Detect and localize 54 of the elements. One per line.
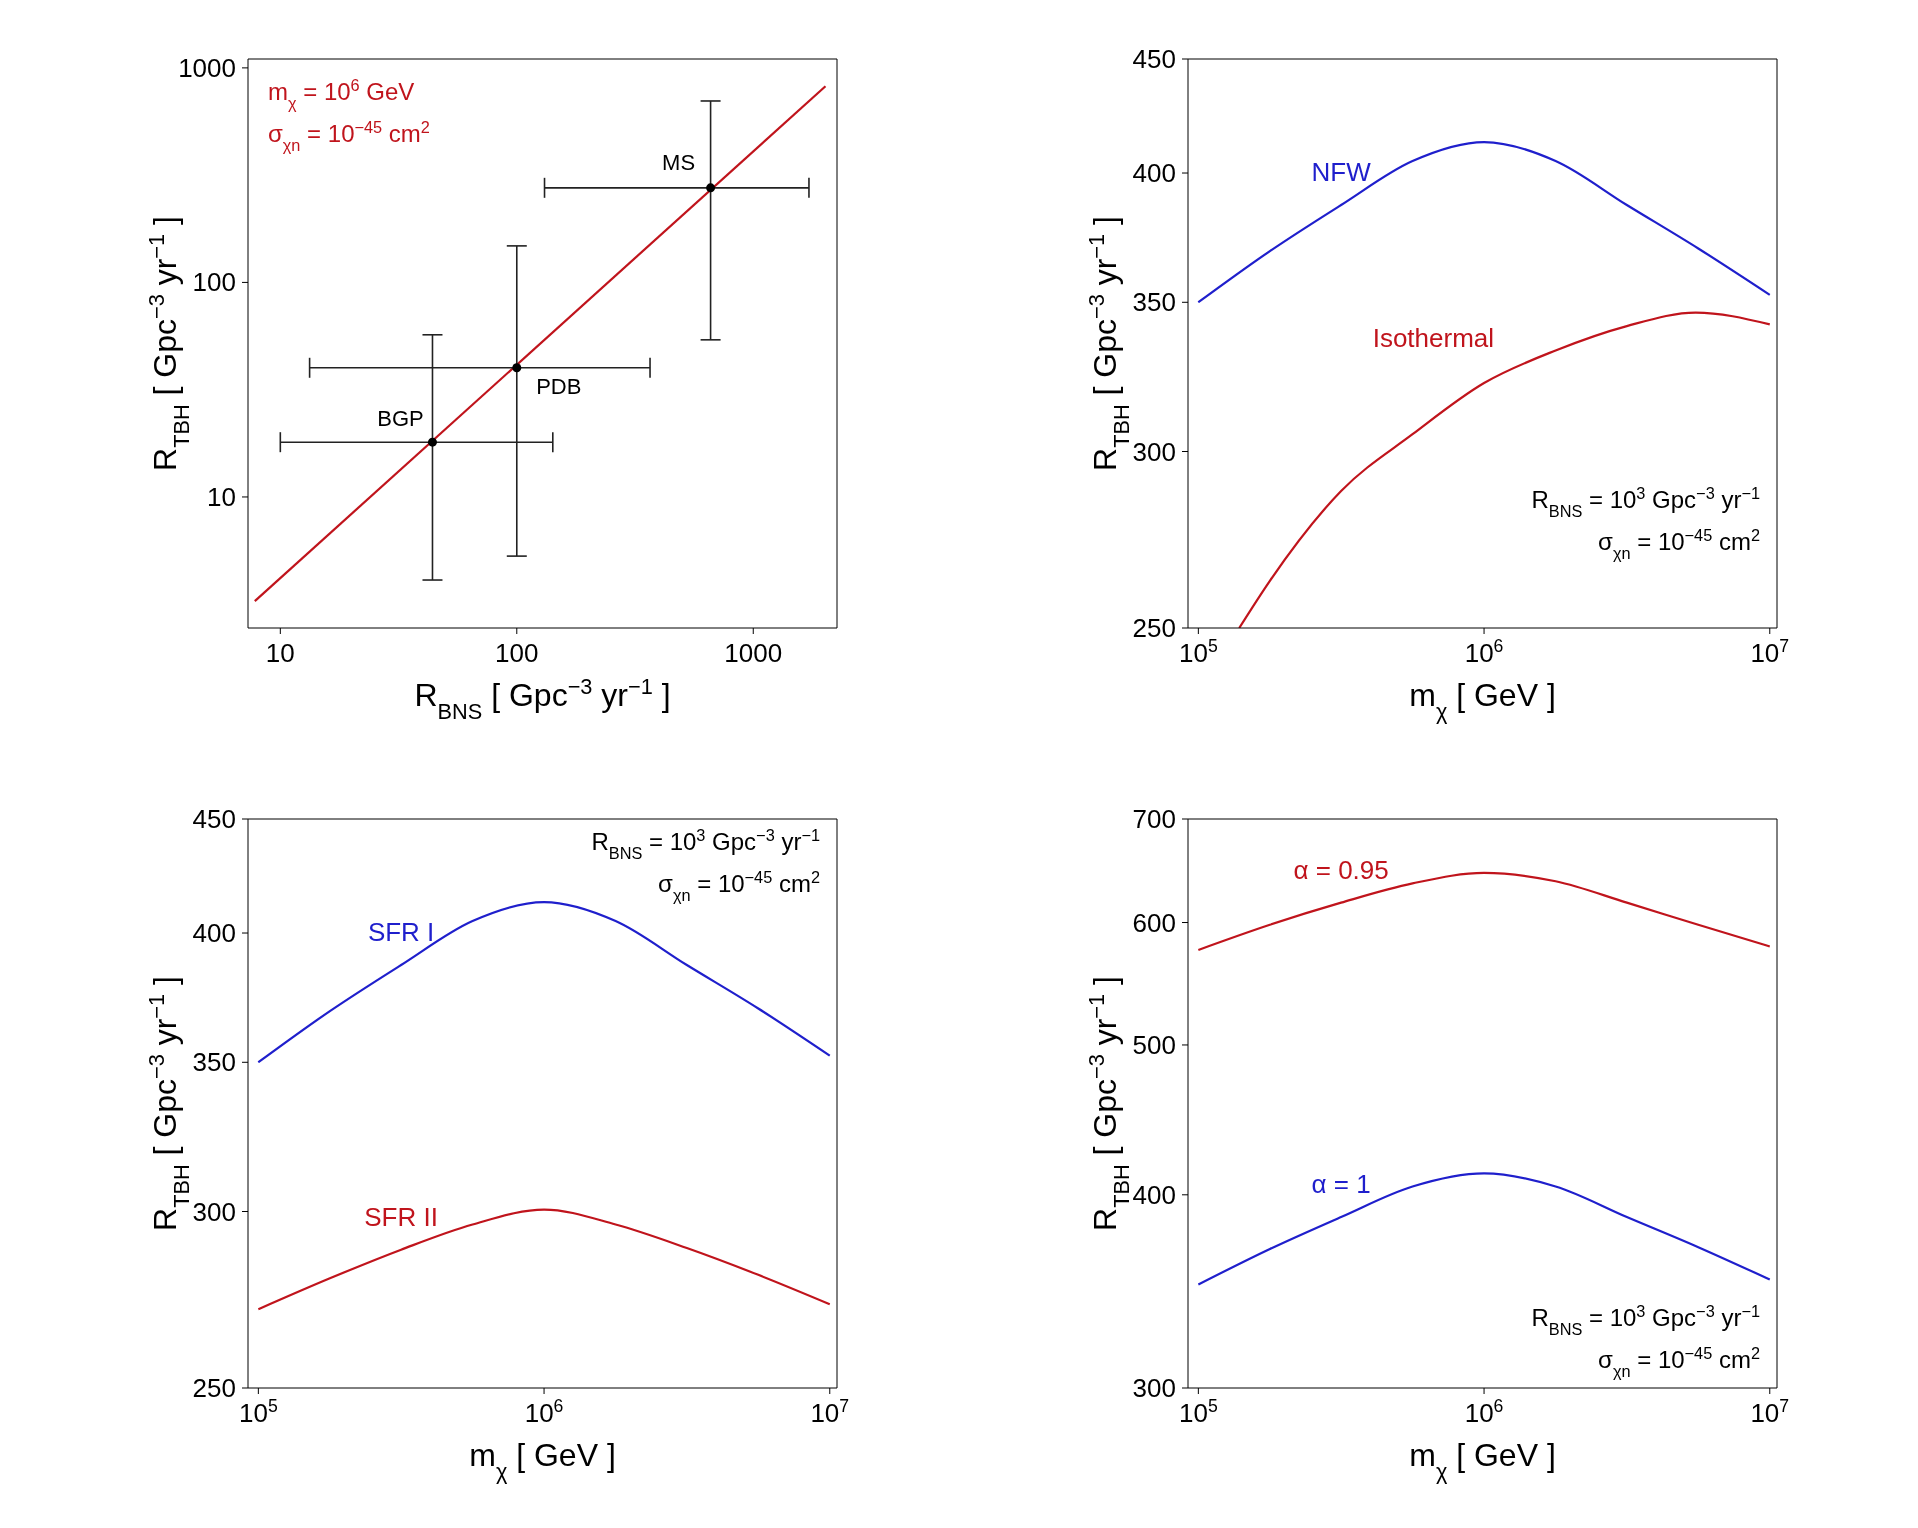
- y-tick-label: 250: [192, 1373, 236, 1403]
- annotation: m$_{χ}$ = 10$^{6}$ GeV: [268, 76, 415, 112]
- annotation: σ$_{χn}$ = 10$^{−45}$ cm$^{2}$: [1598, 1344, 1760, 1380]
- y-tick-label: 100: [192, 267, 236, 298]
- annotation: PDB: [536, 373, 582, 399]
- annotation: MS: [662, 149, 696, 175]
- annotation: R$_{BNS}$ = 10$^{3}$ Gpc$^{−3}$ yr$^{−1}$: [591, 826, 820, 862]
- y-tick-label: 10: [207, 481, 236, 512]
- line-series: [1197, 140, 1771, 304]
- line-series: [1197, 1172, 1771, 1286]
- y-tick-label: 400: [1132, 158, 1176, 189]
- x-axis-title: m$_{χ}$ [ GeV ]: [1409, 677, 1556, 724]
- y-tick-label: 350: [192, 1047, 236, 1078]
- series-label: Isothermal: [1372, 323, 1495, 353]
- y-tick-label: 300: [192, 1196, 236, 1227]
- x-tick-label: 10: [265, 638, 295, 668]
- y-tick-label: 700: [1132, 804, 1176, 834]
- y-tick-label: 400: [192, 918, 236, 949]
- annotation: R$_{BNS}$ = 10$^{3}$ Gpc$^{−3}$ yr$^{−1}$: [1531, 484, 1760, 520]
- y-tick-label: 450: [192, 804, 236, 834]
- x-tick-label: 10$^{5}$: [238, 1396, 278, 1428]
- y-tick-label: 1000: [178, 52, 236, 83]
- x-tick-label: 10$^{6}$: [1464, 636, 1504, 668]
- series-label: SFR I: [367, 917, 435, 947]
- x-tick-label: 10$^{6}$: [524, 1396, 564, 1428]
- y-tick-label: 400: [1132, 1179, 1176, 1210]
- annotation: σ$_{χn}$ = 10$^{−45}$ cm$^{2}$: [268, 118, 430, 154]
- x-tick-label: 1000: [724, 638, 783, 668]
- annotation: BGP: [377, 406, 424, 432]
- y-tick-label: 600: [1132, 907, 1176, 938]
- y-tick-label: 450: [1132, 44, 1176, 74]
- x-tick-label: 10$^{7}$: [1750, 1396, 1790, 1428]
- y-tick-label: 250: [1132, 613, 1176, 643]
- x-axis-title: R$_{BNS}$ [ Gpc$^{−3}$ yr$^{−1}$ ]: [414, 673, 671, 724]
- x-tick-label: 10$^{5}$: [1178, 636, 1218, 668]
- y-tick-label: 500: [1132, 1029, 1176, 1060]
- x-tick-label: 10$^{5}$: [1178, 1396, 1218, 1428]
- series-label: α = 1: [1311, 1169, 1371, 1199]
- y-tick-label: 300: [1132, 1373, 1176, 1403]
- annotation: σ$_{χn}$ = 10$^{−45}$ cm$^{2}$: [1598, 526, 1760, 562]
- x-tick-label: 10$^{7}$: [1750, 636, 1790, 668]
- x-tick-label: 100: [495, 638, 539, 668]
- series-label: NFW: [1311, 157, 1372, 187]
- annotation: R$_{BNS}$ = 10$^{3}$ Gpc$^{−3}$ yr$^{−1}$: [1531, 1302, 1760, 1338]
- annotation: σ$_{χn}$ = 10$^{−45}$ cm$^{2}$: [658, 868, 820, 904]
- line-series: [257, 1208, 831, 1311]
- series-label: SFR II: [364, 1201, 438, 1232]
- x-tick-label: 10$^{7}$: [810, 1396, 850, 1428]
- x-axis-title: m$_{χ}$ [ GeV ]: [1409, 1437, 1556, 1484]
- y-tick-label: 350: [1132, 287, 1176, 318]
- series-label: α = 0.95: [1293, 854, 1389, 885]
- y-tick-label: 300: [1132, 436, 1176, 467]
- x-axis-title: m$_{χ}$ [ GeV ]: [469, 1437, 616, 1484]
- x-tick-label: 10$^{6}$: [1464, 1396, 1504, 1428]
